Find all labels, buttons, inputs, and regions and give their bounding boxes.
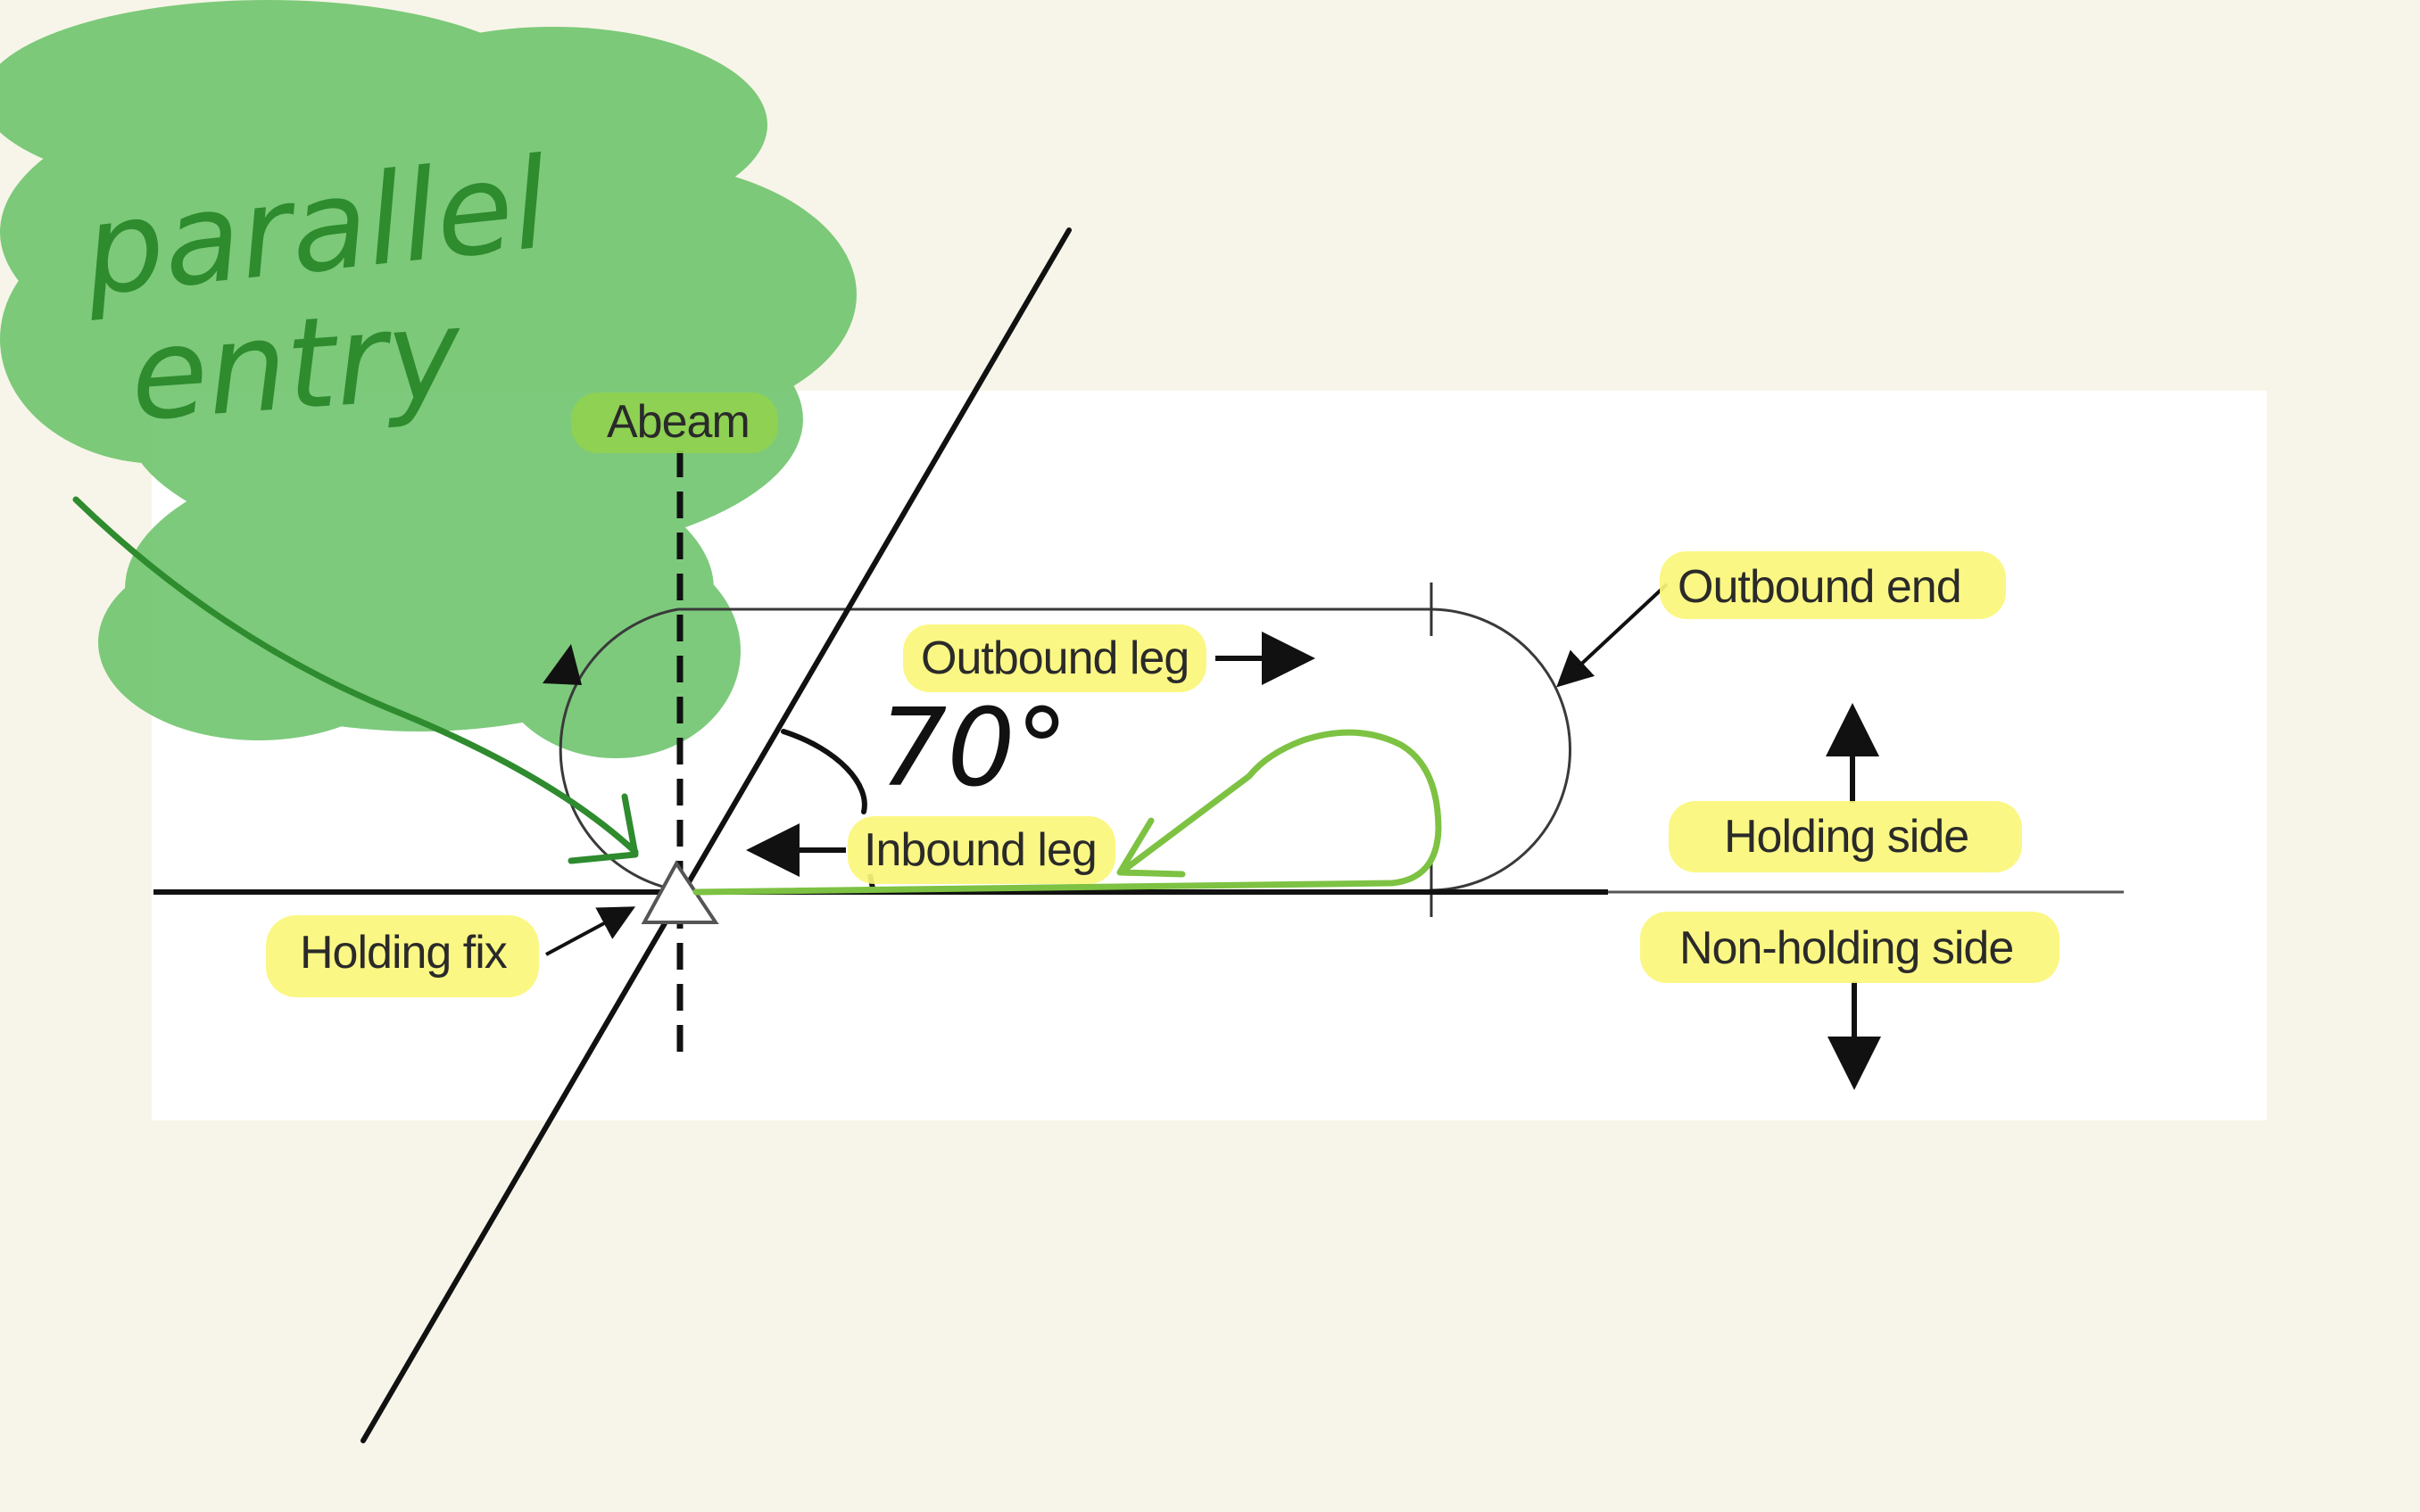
parallel-entry-path: [692, 729, 1442, 896]
abeam-label: Abeam: [607, 396, 750, 448]
outbound-leg-label: Outbound leg: [921, 632, 1189, 684]
non-holding-side-label: Non-holding side: [1679, 922, 2013, 974]
racetrack: [559, 607, 1571, 892]
holding-fix-label: Holding fix: [300, 927, 508, 979]
inbound-leg-label: Inbound leg: [864, 824, 1097, 876]
holding-side-label: Holding side: [1724, 811, 1968, 863]
outbound-end-turn: [1429, 607, 1571, 892]
outbound-end-pointer: [1556, 582, 1669, 688]
note-arrowhead: [568, 793, 639, 864]
turn-arrow: [543, 644, 582, 685]
entry-sector-line: [361, 227, 1072, 1443]
inbound-end-turn: [559, 607, 679, 892]
parallel-entry-arrowhead: [1116, 817, 1186, 878]
angle-label: 70°: [879, 687, 1069, 811]
green-scribble: [0, 0, 857, 758]
angle-arc: [781, 729, 867, 814]
holding-fix-pointer: [545, 906, 636, 956]
label-highlights: [266, 392, 2059, 997]
outbound-end-label: Outbound end: [1678, 561, 1961, 613]
note-line-2: entry: [126, 281, 468, 450]
note-arrow: [72, 496, 639, 855]
